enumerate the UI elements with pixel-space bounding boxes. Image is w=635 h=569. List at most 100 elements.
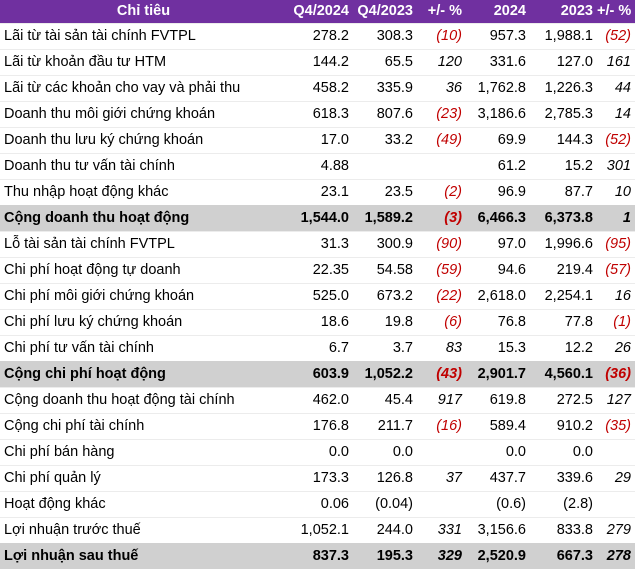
cell-quarter-change [417,152,466,179]
cell-q4-2024: 22.35 [287,256,353,283]
cell-quarter-change: 329 [417,542,466,569]
cell-q4-2024: 23.1 [287,178,353,205]
cell-q4-2024: 462.0 [287,386,353,413]
cell-quarter-change: 83 [417,334,466,361]
cell-q4-2024: 603.9 [287,360,353,387]
cell-quarter-change: 331 [417,516,466,543]
cell-q4-2023: 807.6 [353,100,417,127]
table-row: Cộng chi phí tài chính 176.8 211.7 (16) 589.… [0,412,635,439]
cell-2023: 272.5 [530,386,597,413]
cell-2024: (0.6) [466,490,530,517]
cell-2024: 589.4 [466,412,530,439]
cell-q4-2023: 45.4 [353,386,417,413]
header-q4-2024: Q4/2024 [293,3,349,20]
cell-quarter-change: 37 [417,464,466,491]
row-label: Chi phí tư vấn tài chính [0,334,287,361]
cell-2023: (2.8) [530,490,597,517]
cell-q4-2024: 458.2 [287,74,353,101]
row-label: Cộng chi phí hoạt động [0,360,287,387]
cell-q4-2023: 335.9 [353,74,417,101]
cell-q4-2023: 0.0 [353,438,417,465]
cell-q4-2023: 65.5 [353,48,417,75]
cell-q4-2024: 18.6 [287,308,353,335]
cell-q4-2023: 3.7 [353,334,417,361]
cell-2024: 3,186.6 [466,100,530,127]
cell-q4-2023: 19.8 [353,308,417,335]
cell-q4-2024: 1,544.0 [287,204,353,231]
cell-2023: 144.3 [530,126,597,153]
cell-q4-2023: 23.5 [353,178,417,205]
cell-year-change: 278 [597,542,635,569]
cell-2024: 2,901.7 [466,360,530,387]
cell-year-change [597,438,635,465]
row-label: Doanh thu lưu ký chứng khoán [0,126,287,153]
row-label: Lợi nhuận sau thuế [0,542,287,569]
cell-q4-2024: 17.0 [287,126,353,153]
cell-quarter-change: 120 [417,48,466,75]
cell-2023: 833.8 [530,516,597,543]
cell-q4-2023: 673.2 [353,282,417,309]
table-row: Lãi từ các khoản cho vay và phải thu 458.… [0,74,635,101]
cell-q4-2023 [353,152,417,179]
cell-q4-2024: 176.8 [287,412,353,439]
row-label: Cộng chi phí tài chính [0,412,287,439]
cell-2023: 127.0 [530,48,597,75]
cell-quarter-change: (49) [417,126,466,153]
cell-q4-2024: 0.06 [287,490,353,517]
cell-q4-2023: 300.9 [353,230,417,257]
cell-year-change: (52) [597,22,635,49]
cell-year-change: 14 [597,100,635,127]
cell-2023: 87.7 [530,178,597,205]
cell-q4-2023: 308.3 [353,22,417,49]
cell-q4-2024: 837.3 [287,542,353,569]
cell-quarter-change: 36 [417,74,466,101]
cell-2023: 339.6 [530,464,597,491]
cell-quarter-change: (10) [417,22,466,49]
header-quarter-change: +/- % [427,3,462,20]
table-row: Chi phí bán hàng 0.0 0.0 0.0 0.0 [0,438,635,465]
cell-2023: 2,785.3 [530,100,597,127]
cell-2024: 96.9 [466,178,530,205]
row-label: Chi phí quản lý [0,464,287,491]
cell-q4-2024: 144.2 [287,48,353,75]
table-body: Lãi từ tài sản tài chính FVTPL 278.2 308.3… [0,22,635,569]
header-q4-2023: Q4/2023 [357,3,413,20]
cell-year-change: (35) [597,412,635,439]
cell-2023: 6,373.8 [530,204,597,231]
cell-q4-2023: 211.7 [353,412,417,439]
cell-year-change: 301 [597,152,635,179]
cell-2024: 61.2 [466,152,530,179]
table-total-row: Cộng doanh thu hoạt động 1,544.0 1,589.2 (3… [0,204,635,231]
cell-q4-2024: 173.3 [287,464,353,491]
header-2024: 2024 [493,3,526,20]
cell-q4-2024: 6.7 [287,334,353,361]
cell-quarter-change: (16) [417,412,466,439]
cell-q4-2023: 244.0 [353,516,417,543]
table-header-row: Chỉ tiêu Q4/2024 Q4/2023 +/- % 2024 2023… [0,0,635,23]
table-row: Lợi nhuận trước thuế 1,052.1 244.0 331 3,156… [0,516,635,543]
cell-2024: 15.3 [466,334,530,361]
table-row: Lỗ tài sản tài chính FVTPL 31.3 300.9 (90) 9… [0,230,635,257]
cell-2023: 910.2 [530,412,597,439]
cell-q4-2023: 33.2 [353,126,417,153]
cell-year-change [597,490,635,517]
row-label: Lợi nhuận trước thuế [0,516,287,543]
header-2023: 2023 [560,3,593,20]
row-label: Chi phí bán hàng [0,438,287,465]
cell-2023: 1,996.6 [530,230,597,257]
cell-q4-2023: 195.3 [353,542,417,569]
table-row: Cộng doanh thu hoạt động tài chính 462.0 4… [0,386,635,413]
cell-2024: 0.0 [466,438,530,465]
cell-2023: 12.2 [530,334,597,361]
cell-q4-2024: 618.3 [287,100,353,127]
header-indicator: Chỉ tiêu [116,3,171,20]
row-label: Lãi từ khoản đầu tư HTM [0,48,287,75]
cell-2024: 437.7 [466,464,530,491]
row-label: Doanh thu tư vấn tài chính [0,152,287,179]
cell-2024: 1,762.8 [466,74,530,101]
table-total-row: Cộng chi phí hoạt động 603.9 1,052.2 (43) 2,… [0,360,635,387]
header-year-change: +/- % [597,3,632,20]
cell-year-change: 26 [597,334,635,361]
cell-2024: 76.8 [466,308,530,335]
